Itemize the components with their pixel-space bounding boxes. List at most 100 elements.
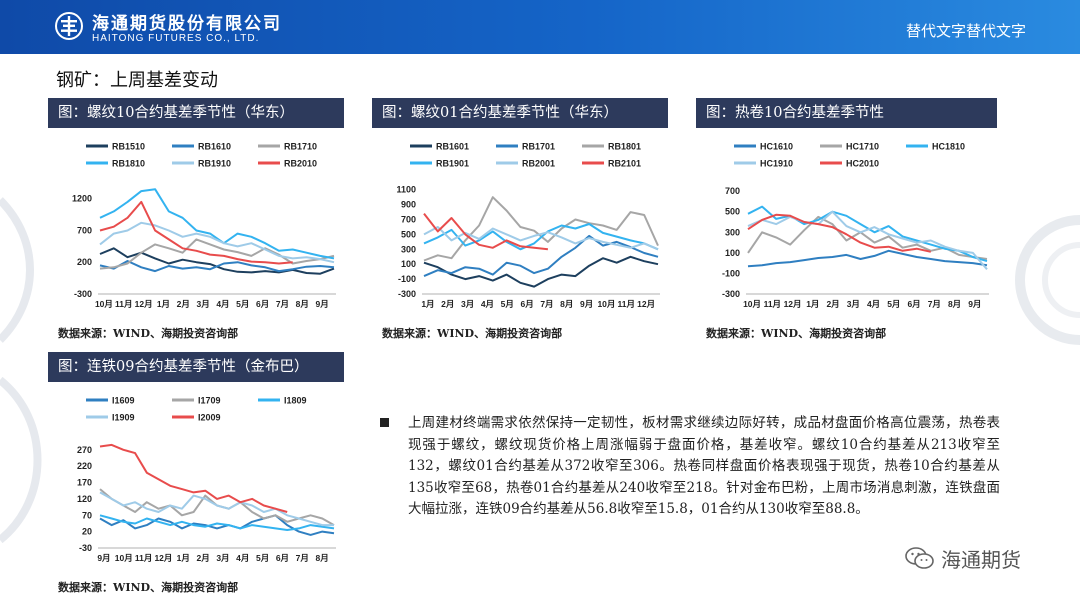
section-title: 钢矿：上周基差变动 [56,70,218,91]
x-tick-label: 11月 [618,299,636,309]
x-tick-label: 9月 [97,553,110,563]
chart-2: RB1601 RB1701 RB1801 RB1901 RB2001 RB2101 1100… [372,132,668,312]
chart-4-source: 数据来源：WIND、海期投资咨询部 [58,581,239,594]
series-line-HC1710 [747,215,988,260]
chart-4: I1609 I1709 I1809 I1909 I2009 270 220 170 120 70 2… [48,386,344,566]
legend-label: I2009 [198,413,221,423]
legend-label: HC1610 [760,142,793,152]
x-tick-label: 4月 [236,553,249,563]
y-tick-label: 700 [77,225,92,235]
x-tick-label: 9月 [580,299,593,309]
x-tick-label: 6月 [907,299,920,309]
series-line-HC1910 [747,210,988,270]
legend-label: RB1801 [608,142,641,152]
y-tick-label: 70 [82,510,92,520]
y-tick-label: -300 [74,289,92,299]
legend-label: HC1910 [760,159,793,169]
y-tick-label: 300 [401,244,416,254]
series-line-RB1610 [99,260,335,273]
series-line-RB1710 [99,238,335,270]
x-tick-label: 8月 [296,299,309,309]
x-tick-label: 3月 [847,299,860,309]
x-tick-label: 11月 [115,299,132,309]
x-tick-label: 2月 [441,299,454,309]
x-tick-label: 9月 [315,299,328,309]
series-line-RB2010 [99,200,293,265]
x-tick-label: 2月 [177,299,190,309]
x-tick-label: 12月 [154,553,172,563]
bullet-square-icon [380,418,389,427]
x-tick-label: 7月 [296,553,309,563]
legend-label: HC1810 [932,142,965,152]
y-tick-label: 170 [77,478,92,488]
background-decoration-right [1015,215,1080,345]
legend-label: HC2010 [846,159,879,169]
x-tick-label: 5月 [501,299,514,309]
x-tick-label: 1月 [806,299,819,309]
x-tick-label: 8月 [315,553,328,563]
series-line-I2009 [99,443,288,513]
x-tick-label: 5月 [887,299,900,309]
y-tick-label: 300 [725,227,740,237]
chart-3: HC1610 HC1710 HC1810 HC1910 HC2010 700 500 300 1… [696,132,997,312]
x-tick-label: 10月 [95,299,113,309]
legend-label: RB1610 [198,142,231,152]
series-line-RB2101 [423,212,549,251]
summary-block: 上周建材终端需求依然保持一定韧性，板材需求继续边际好转，成品材盘面价格高位震荡，… [380,413,1000,521]
y-tick-label: 120 [77,494,92,504]
x-tick-label: 10月 [115,553,133,563]
x-tick-label: 8月 [560,299,573,309]
y-tick-label: 900 [401,200,416,210]
y-tick-label: 1100 [396,185,416,195]
x-tick-label: 12月 [135,299,153,309]
legend-label: RB1601 [436,142,469,152]
x-tick-label: 2月 [826,299,839,309]
x-tick-label: 5月 [236,299,249,309]
chart-1-title: 图：螺纹10合约基差季节性（华东） [48,98,344,128]
y-tick-label: -30 [79,543,92,553]
legend-label: RB2001 [522,159,555,169]
watermark-text: 海通期货 [941,548,1021,572]
y-tick-label: 500 [725,207,740,217]
chart-4-title: 图：连铁09合约基差季节性（金布巴） [48,352,344,382]
x-tick-label: 6月 [520,299,533,309]
legend-label: RB1701 [522,142,555,152]
haitong-logo-icon [55,12,83,40]
summary-text: 上周建材终端需求依然保持一定韧性，板材需求继续边际好转，成品材盘面价格高位震荡，… [408,415,1000,517]
x-tick-label: 3月 [196,299,209,309]
y-tick-label: 270 [77,445,92,455]
x-tick-label: 11月 [764,299,782,309]
y-tick-label: -300 [722,289,740,299]
x-tick-label: 7月 [540,299,553,309]
chart-2-title: 图：螺纹01合约基差季节性（华东） [372,98,668,128]
x-tick-label: 3月 [461,299,474,309]
header-right-text: 替代文字替代文字 [905,22,1026,40]
x-tick-label: 10月 [743,299,761,309]
legend-label: I1909 [112,413,135,423]
x-tick-label: 4月 [481,299,494,309]
chart-3-svg: HC1610 HC1710 HC1810 HC1910 HC2010 700 500 300 1… [722,142,989,309]
series-line-RB1810 [99,188,335,260]
series-line-RB1910 [99,221,335,264]
x-tick-label: 4月 [216,299,229,309]
series-line-RB1601 [423,255,659,288]
x-tick-label: 7月 [928,299,941,309]
series-line-RB1901 [423,223,659,251]
series-line-RB1510 [99,247,335,275]
x-tick-label: 6月 [276,553,289,563]
legend-label: RB1510 [112,142,145,152]
legend-label: HC1710 [846,142,879,152]
company-name-en: HAITONG FUTURES CO., LTD. [92,33,260,44]
y-tick-label: 20 [82,527,92,537]
header-bar: 海通期货股份有限公司 HAITONG FUTURES CO., LTD. 替代文… [0,0,1080,54]
series-line-RB1701 [423,234,659,278]
y-tick-label: 220 [77,461,92,471]
x-tick-label: 12月 [784,299,802,309]
x-tick-label: 7月 [276,299,289,309]
y-tick-label: 700 [401,215,416,225]
y-tick-label: 100 [401,259,416,269]
y-tick-label: -100 [398,274,416,284]
legend-label: RB2101 [608,159,641,169]
legend-label: RB1810 [112,159,145,169]
x-tick-label: 9月 [968,299,981,309]
